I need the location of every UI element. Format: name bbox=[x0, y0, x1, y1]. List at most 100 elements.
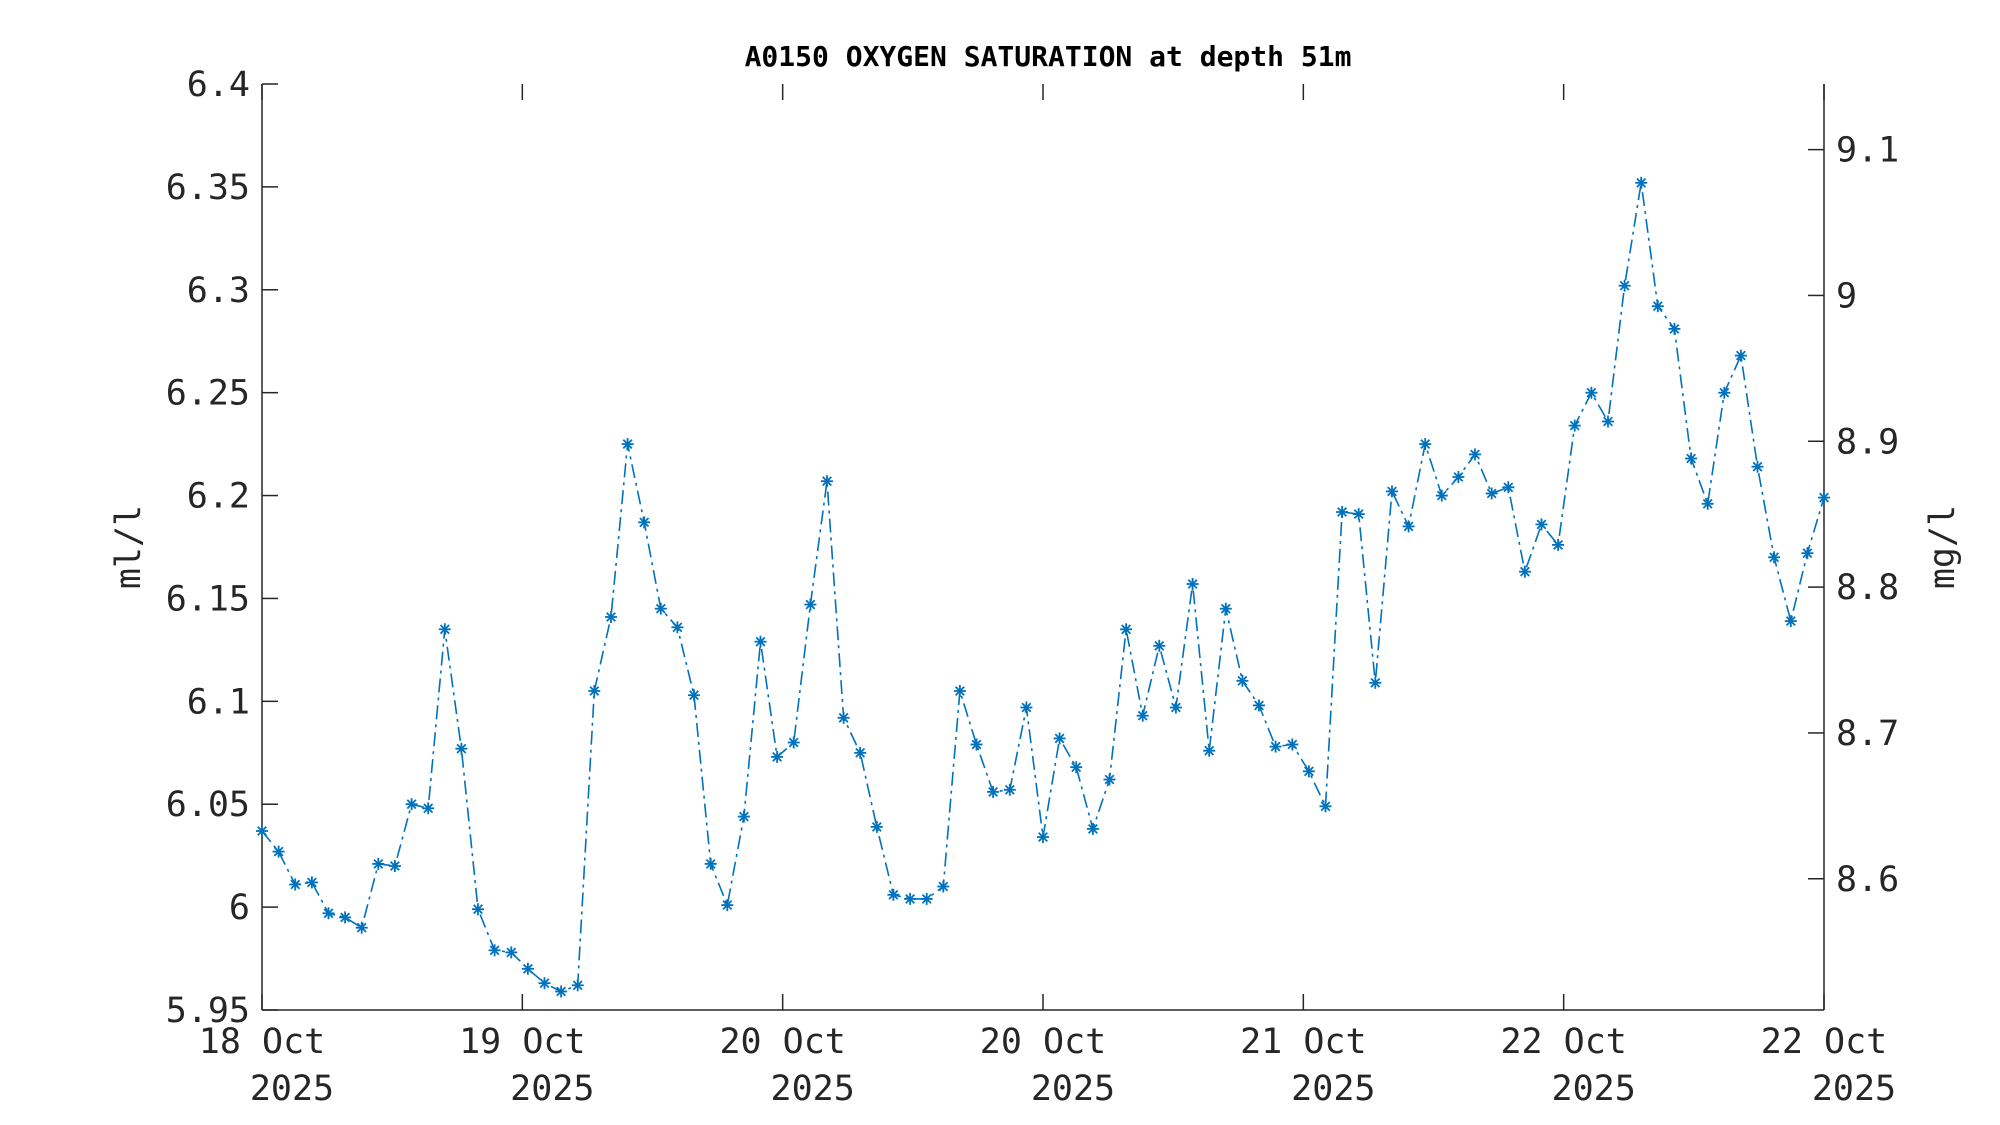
data-point bbox=[1518, 565, 1531, 578]
left-y-label: ml/l bbox=[109, 505, 149, 589]
data-point bbox=[1253, 699, 1265, 712]
data-point bbox=[953, 685, 966, 697]
data-point bbox=[1386, 485, 1398, 498]
x-tick-year-3: 2025 bbox=[1031, 1069, 1115, 1109]
data-point bbox=[1419, 438, 1432, 451]
data-point bbox=[588, 685, 601, 697]
data-point bbox=[1136, 709, 1149, 722]
data-point bbox=[1269, 740, 1282, 753]
series-oxygen bbox=[256, 176, 1830, 998]
data-point bbox=[638, 516, 651, 529]
data-point bbox=[737, 810, 750, 823]
data-point bbox=[1053, 732, 1066, 745]
x-tick-day-4: 21 Oct bbox=[1240, 1022, 1366, 1062]
data-point bbox=[721, 899, 734, 912]
right-tick-label-1: 8.7 bbox=[1836, 714, 1899, 754]
data-point bbox=[1801, 547, 1814, 560]
data-point bbox=[339, 911, 352, 924]
data-point bbox=[1818, 491, 1830, 504]
data-point bbox=[455, 742, 468, 755]
data-point bbox=[372, 857, 385, 870]
data-point bbox=[1120, 623, 1133, 636]
data-point bbox=[1103, 773, 1116, 786]
data-point bbox=[1751, 460, 1764, 473]
data-point bbox=[654, 602, 667, 615]
data-point bbox=[804, 598, 817, 611]
right-y-label: mg/l bbox=[1923, 505, 1963, 589]
x-tick-year-2: 2025 bbox=[771, 1069, 855, 1109]
data-point bbox=[322, 907, 335, 920]
data-point bbox=[1003, 783, 1016, 796]
x-tick-day-1: 19 Oct bbox=[459, 1022, 585, 1062]
data-point bbox=[388, 860, 401, 872]
right-tick-label-2: 8.8 bbox=[1836, 568, 1899, 608]
data-point bbox=[1169, 701, 1182, 714]
data-point bbox=[887, 888, 900, 901]
data-point bbox=[305, 876, 318, 889]
right-tick-label-5: 9.1 bbox=[1836, 131, 1899, 171]
left-tick-label-8: 6.35 bbox=[166, 168, 250, 208]
data-point bbox=[1701, 497, 1714, 510]
left-y-ticks: 5.95 6 6.05 6.1 6.15 6.2 6.25 6.3 6.35 6.4 bbox=[166, 65, 278, 1031]
data-point bbox=[1020, 701, 1033, 714]
x-tick-day-5: 22 Oct bbox=[1500, 1022, 1626, 1062]
data-point bbox=[1718, 386, 1731, 399]
x-tick-year-4: 2025 bbox=[1291, 1069, 1375, 1109]
data-point bbox=[937, 880, 950, 893]
x-tick-year-1: 2025 bbox=[510, 1069, 594, 1109]
data-point bbox=[1302, 765, 1315, 778]
data-point bbox=[970, 738, 983, 751]
x-tick-day-0: 18 Oct bbox=[199, 1022, 325, 1062]
data-point bbox=[837, 711, 850, 724]
x-tick-day-2: 20 Oct bbox=[719, 1022, 845, 1062]
data-point bbox=[1602, 415, 1614, 428]
data-point bbox=[1186, 578, 1199, 590]
x-tick-year-6: 2025 bbox=[1812, 1069, 1896, 1109]
data-point bbox=[538, 977, 551, 990]
x-tick-day-6: 22 Oct bbox=[1761, 1022, 1887, 1062]
data-point bbox=[904, 892, 917, 905]
data-point bbox=[1037, 831, 1049, 844]
data-point bbox=[787, 736, 800, 749]
data-point bbox=[1286, 738, 1299, 751]
data-point bbox=[987, 785, 1000, 798]
data-point bbox=[1585, 386, 1598, 399]
left-tick-label-3: 6.1 bbox=[187, 682, 250, 722]
x-ticks: 18 Oct 2025 19 Oct 2025 20 Oct 2025 20 Oct 2025… bbox=[199, 84, 1896, 1109]
data-point bbox=[1219, 602, 1232, 615]
data-point bbox=[1618, 279, 1631, 292]
right-tick-label-3: 8.9 bbox=[1836, 422, 1899, 462]
data-point bbox=[1369, 676, 1382, 689]
data-point bbox=[488, 944, 501, 957]
left-tick-label-7: 6.3 bbox=[187, 271, 250, 311]
data-point bbox=[422, 802, 435, 815]
data-point bbox=[1452, 471, 1465, 483]
data-point bbox=[571, 979, 584, 992]
left-tick-label-4: 6.15 bbox=[166, 579, 250, 619]
data-point bbox=[1552, 538, 1565, 551]
data-point bbox=[854, 746, 867, 759]
data-point bbox=[1469, 448, 1481, 461]
data-point bbox=[821, 475, 833, 488]
left-tick-label-1: 6 bbox=[229, 888, 250, 928]
left-tick-label-9: 6.4 bbox=[187, 65, 250, 105]
data-point bbox=[505, 946, 518, 959]
data-point bbox=[771, 750, 784, 763]
data-point bbox=[688, 689, 700, 702]
right-tick-label-0: 8.6 bbox=[1836, 860, 1899, 900]
data-point bbox=[1153, 639, 1166, 652]
left-tick-label-2: 6.05 bbox=[166, 785, 250, 825]
right-y-ticks: 8.6 8.7 8.8 8.9 9 9.1 bbox=[1808, 131, 1899, 900]
axes bbox=[261, 84, 1825, 1011]
data-point bbox=[438, 623, 451, 636]
x-tick-year-0: 2025 bbox=[250, 1069, 334, 1109]
data-point bbox=[1086, 822, 1099, 835]
data-point bbox=[1635, 176, 1648, 189]
data-point bbox=[1236, 674, 1249, 687]
left-tick-label-6: 6.25 bbox=[166, 374, 250, 414]
data-point bbox=[256, 825, 268, 837]
data-point bbox=[1485, 487, 1498, 500]
data-point bbox=[1502, 481, 1515, 494]
data-point bbox=[405, 798, 418, 811]
data-point bbox=[1203, 744, 1216, 757]
